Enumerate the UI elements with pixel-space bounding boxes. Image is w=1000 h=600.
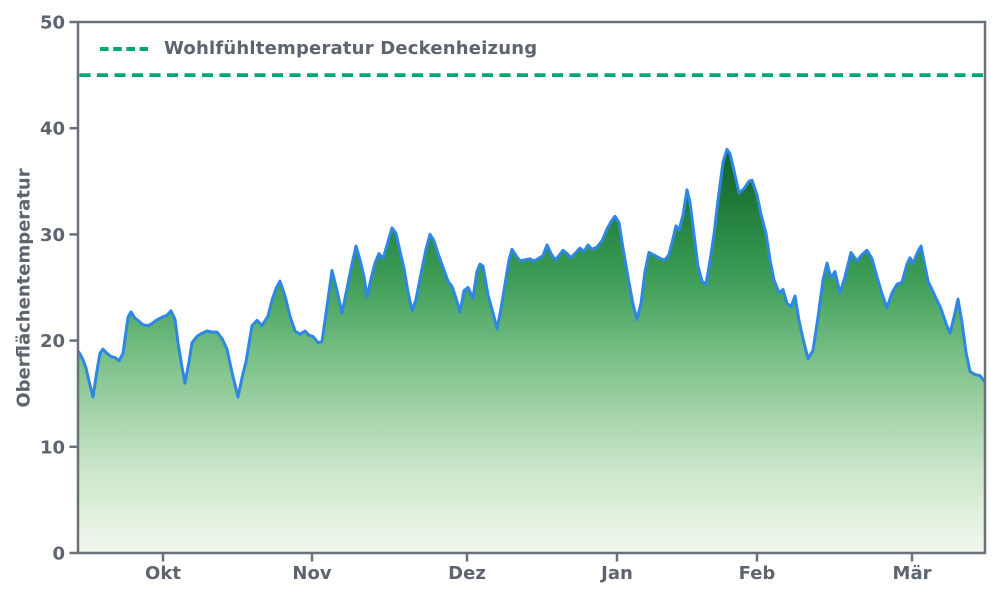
x-tick-label-Feb: Feb: [739, 563, 776, 584]
temperature-area-fill: [79, 149, 984, 553]
legend-label: Wohlfühltemperatur Deckenheizung: [164, 38, 538, 59]
x-tick-label-Jan: Jan: [599, 563, 633, 584]
x-tick-label-Okt: Okt: [145, 563, 181, 584]
plot-frame: [76, 20, 987, 555]
y-tick-label-50: 50: [40, 13, 65, 34]
x-tick-label-Nov: Nov: [292, 563, 331, 584]
x-tick-label-Dez: Dez: [448, 563, 486, 584]
x-tick-label-Mär: Mär: [893, 563, 932, 584]
legend-dash-swatch-icon: [100, 46, 148, 51]
y-axis-label: Oberflächentemperatur: [13, 168, 35, 408]
y-tick-label-0: 0: [52, 544, 65, 565]
temperature-line: [77, 147, 986, 399]
y-tick-label-20: 20: [40, 331, 65, 352]
y-tick-label-30: 30: [40, 225, 65, 246]
legend: Wohlfühltemperatur Deckenheizung: [99, 38, 537, 59]
y-tick-label-40: 40: [40, 119, 65, 140]
y-tick-label-10: 10: [40, 437, 65, 458]
